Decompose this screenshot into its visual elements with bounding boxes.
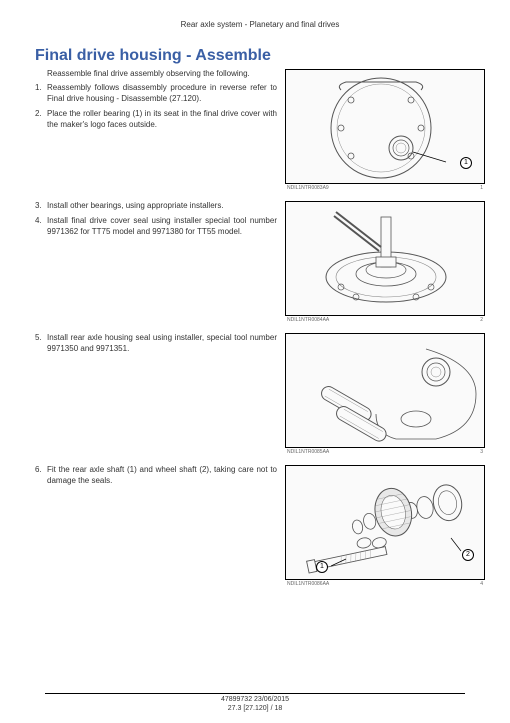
text-col-2: 3. Install other bearings, using appropr… (35, 201, 285, 241)
page-header: Rear axle system - Planetary and final d… (35, 20, 485, 29)
fig-num: 4 (480, 581, 483, 587)
fig-col-3: NDIL1NTR0085AA 3 (285, 333, 485, 455)
fig-code: NDIL1NTR0084AA (287, 317, 329, 323)
page-title: Final drive housing - Assemble (35, 47, 485, 65)
figure-3-wrap: NDIL1NTR0085AA 3 (285, 333, 485, 455)
footer-line-2: 27.3 [27.120] / 18 (0, 705, 510, 713)
fig-num: 3 (480, 449, 483, 455)
text-col-4: 6. Fit the rear axle shaft (1) and wheel… (35, 465, 285, 491)
text-col-3: 5. Install rear axle housing seal using … (35, 333, 285, 359)
step-body: Install final drive cover seal using ins… (47, 216, 277, 238)
step-body: Reassembly follows disassembly procedure… (47, 83, 277, 105)
step-num: 4. (35, 216, 47, 238)
figure-2-caption: NDIL1NTR0084AA 2 (285, 317, 485, 323)
figure-2 (285, 201, 485, 316)
fig-num: 2 (480, 317, 483, 323)
step-num: 3. (35, 201, 47, 212)
figure-2-wrap: NDIL1NTR0084AA 2 (285, 201, 485, 323)
fig-code: NDIL1NTR0083A9 (287, 185, 329, 191)
figure-4-wrap: 1 2 NDIL1NTR0086AA 4 (285, 465, 485, 587)
fig-code: NDIL1NTR0085AA (287, 449, 329, 455)
step-2: 2. Place the roller bearing (1) in its s… (35, 109, 277, 131)
footer-line-1: 47899732 23/06/2015 (0, 696, 510, 704)
page-footer: 47899732 23/06/2015 27.3 [27.120] / 18 (0, 693, 510, 713)
section-3: 5. Install rear axle housing seal using … (35, 333, 485, 455)
step-6: 6. Fit the rear axle shaft (1) and wheel… (35, 465, 277, 487)
step-body: Install other bearings, using appropriat… (47, 201, 277, 212)
step-body: Install rear axle housing seal using ins… (47, 333, 277, 355)
intro-text: Reassemble final drive assembly observin… (35, 69, 277, 79)
figure-1-wrap: 1 NDIL1NTR0083A9 1 (285, 69, 485, 191)
fig-num: 1 (480, 185, 483, 191)
step-body: Place the roller bearing (1) in its seat… (47, 109, 277, 131)
step-3: 3. Install other bearings, using appropr… (35, 201, 277, 212)
section-1: Reassemble final drive assembly observin… (35, 69, 485, 191)
fig-col-4: 1 2 NDIL1NTR0086AA 4 (285, 465, 485, 587)
figure-4-caption: NDIL1NTR0086AA 4 (285, 581, 485, 587)
step-num: 2. (35, 109, 47, 131)
figure-4: 1 2 (285, 465, 485, 580)
step-1: 1. Reassembly follows disassembly proced… (35, 83, 277, 105)
fig-col-1: 1 NDIL1NTR0083A9 1 (285, 69, 485, 191)
fig-code: NDIL1NTR0086AA (287, 581, 329, 587)
text-col-1: Reassemble final drive assembly observin… (35, 69, 285, 135)
callout-1b: 1 (316, 561, 328, 573)
step-num: 1. (35, 83, 47, 105)
section-4: 6. Fit the rear axle shaft (1) and wheel… (35, 465, 485, 587)
step-4: 4. Install final drive cover seal using … (35, 216, 277, 238)
section-2: 3. Install other bearings, using appropr… (35, 201, 485, 323)
callout-2: 2 (462, 549, 474, 561)
step-5: 5. Install rear axle housing seal using … (35, 333, 277, 355)
figure-3 (285, 333, 485, 448)
step-num: 5. (35, 333, 47, 355)
footer-rule (45, 693, 465, 694)
figure-1: 1 (285, 69, 485, 184)
fig-col-2: NDIL1NTR0084AA 2 (285, 201, 485, 323)
step-body: Fit the rear axle shaft (1) and wheel sh… (47, 465, 277, 487)
figure-3-caption: NDIL1NTR0085AA 3 (285, 449, 485, 455)
figure-1-caption: NDIL1NTR0083A9 1 (285, 185, 485, 191)
callout-1: 1 (460, 157, 472, 169)
step-num: 6. (35, 465, 47, 487)
